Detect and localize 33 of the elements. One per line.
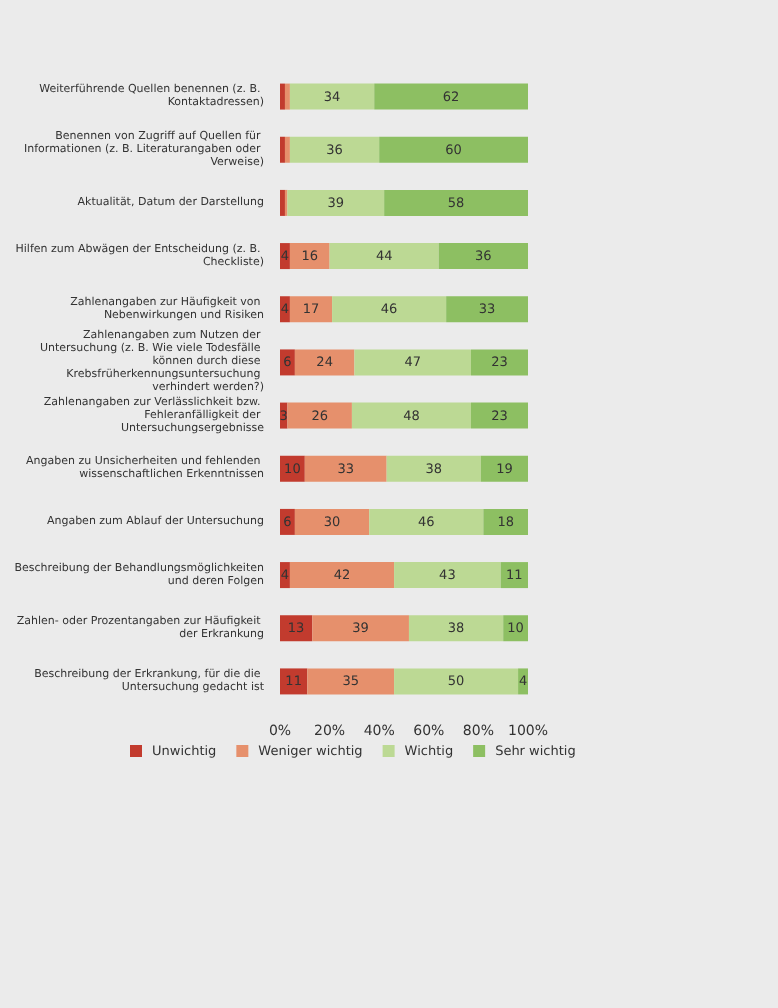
- bar: [394, 562, 501, 589]
- bar: [289, 562, 395, 589]
- bar: [294, 508, 370, 535]
- bar: [470, 349, 528, 376]
- bar: [280, 615, 313, 642]
- bar: [312, 615, 409, 642]
- bar: [446, 296, 528, 323]
- bar: [379, 136, 528, 163]
- bar: [289, 296, 333, 323]
- bar: [289, 83, 375, 110]
- bar: [284, 83, 290, 110]
- bar: [374, 83, 528, 110]
- bar: [289, 136, 380, 163]
- bar: [408, 615, 504, 642]
- bar: [332, 296, 447, 323]
- bar: [307, 668, 395, 695]
- bar: [480, 455, 528, 482]
- bar: [287, 402, 352, 429]
- bar: [294, 349, 355, 376]
- bar: [369, 508, 484, 535]
- bar: [289, 243, 330, 270]
- bar: [354, 349, 471, 376]
- bar: [394, 668, 519, 695]
- bar: [329, 243, 439, 270]
- bar: [304, 455, 387, 482]
- bar: [284, 136, 290, 163]
- bar: [438, 243, 528, 270]
- bar: [287, 189, 385, 216]
- bar: [470, 402, 528, 429]
- bar: [386, 455, 481, 482]
- bar: [483, 508, 528, 535]
- bar: [351, 402, 471, 429]
- bar: [384, 189, 528, 216]
